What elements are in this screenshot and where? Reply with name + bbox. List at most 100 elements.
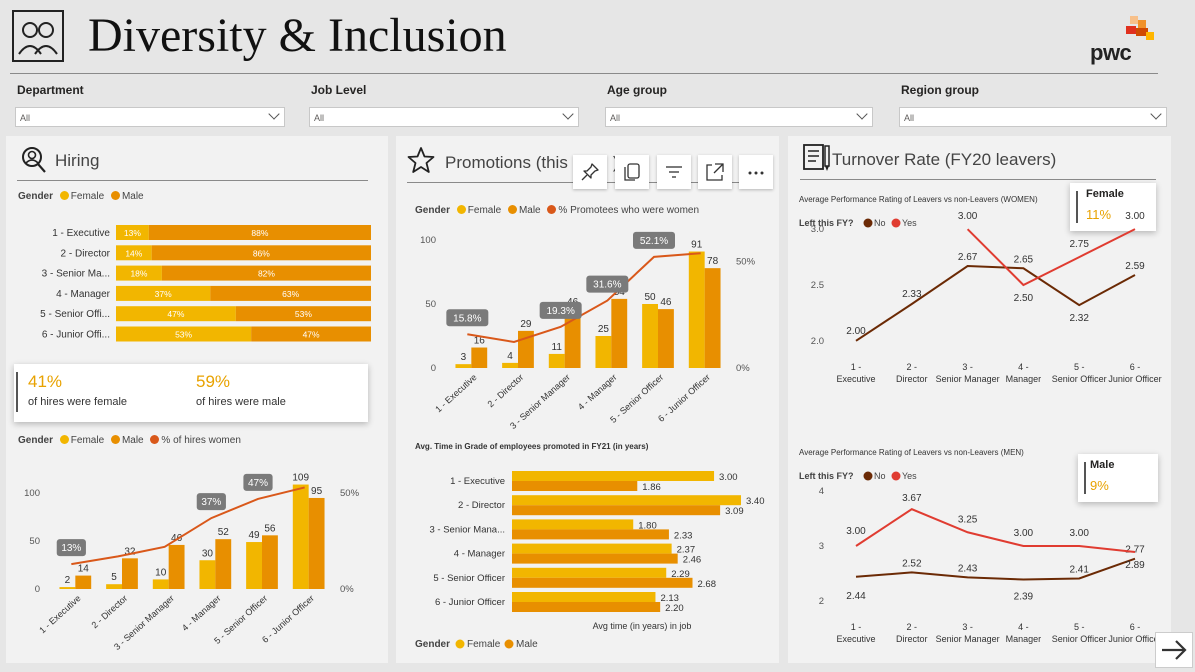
legend-female-dot	[59, 191, 69, 200]
female-bar	[548, 353, 565, 368]
data-label: 2.59	[1125, 261, 1145, 272]
female-data-label: 3	[461, 352, 467, 363]
kpi-accent-bar	[16, 372, 18, 412]
category-label: 3 - Senior Mana...	[429, 524, 505, 535]
female-bar	[512, 543, 672, 554]
filter-region-group-dropdown[interactable]: All	[899, 107, 1167, 127]
female-bar	[116, 306, 236, 322]
male-bar	[122, 558, 138, 589]
male-bar	[704, 268, 721, 368]
legend-male-label: Male	[518, 205, 541, 216]
copy-visual-button[interactable]	[615, 155, 649, 189]
more-options-button[interactable]	[739, 155, 773, 189]
legend-pct-promotees-label: % Promotees who were women	[558, 205, 700, 216]
x-tick-label: 4 - Manager	[576, 372, 619, 412]
female-data-label: 2.37	[677, 545, 696, 556]
pct-women-line	[467, 252, 701, 343]
male-bar	[512, 553, 678, 564]
chevron-down-icon	[856, 108, 868, 120]
kpi-male-value: 59%	[196, 372, 231, 391]
female-bar	[512, 592, 656, 602]
male-card-value: 9%	[1090, 478, 1109, 493]
legend-female-dot	[455, 639, 465, 649]
filter-age-group-label: Age group	[607, 83, 667, 97]
legend-female-label: Female	[467, 639, 501, 650]
y-tick-label: 2	[819, 596, 824, 607]
female-turnover-card: Female 11%	[1070, 183, 1156, 231]
x-tick-label: 3 -	[962, 362, 973, 372]
line-data-label-box	[446, 309, 489, 327]
female-data-label: 2.29	[671, 569, 690, 580]
male-bar	[75, 575, 92, 589]
filter-job-level-dropdown[interactable]: All	[309, 107, 579, 127]
male-bar	[512, 602, 661, 612]
male-bar	[215, 539, 232, 589]
x-tick-label: Director	[896, 634, 928, 644]
filter-age-group-dropdown[interactable]: All	[605, 107, 873, 127]
more-options-icon	[748, 171, 764, 175]
legend-gender-label: Gender	[415, 639, 450, 650]
data-label: 2.00	[846, 326, 866, 337]
perf-women-chart: Average Performance Rating of Leavers vs…	[799, 195, 1162, 384]
copy-icon	[624, 163, 640, 181]
female-data-label: 1.80	[638, 520, 657, 531]
x-tick-label: Senior Officer	[1052, 374, 1107, 384]
promotions-counts-chart: 0 50 100 0% 50% 3 16 1 - Executive 4 29 2 - Direct…	[420, 231, 756, 431]
category-label: 6 - Junior Officer	[435, 597, 505, 608]
filter-department-value: All	[20, 113, 31, 123]
x-tick-label: Senior Officer	[1052, 634, 1107, 644]
male-bar	[564, 309, 581, 368]
filter-button[interactable]	[657, 155, 691, 189]
male-bar	[148, 225, 371, 240]
male-card-label: Male	[1090, 459, 1115, 471]
legend-male-label: Male	[121, 191, 144, 202]
x-tick-label: 2 -	[907, 362, 918, 372]
female-bar	[688, 251, 705, 368]
legend-no-label: No	[874, 218, 886, 228]
female-bar	[152, 579, 169, 589]
x-tick-label: 1 -	[851, 362, 862, 372]
no-series-line	[855, 265, 1136, 342]
data-label: 2.33	[902, 289, 922, 300]
male-data-label: 16	[474, 336, 486, 347]
focus-mode-button[interactable]	[698, 155, 732, 189]
female-bar	[116, 225, 149, 240]
chart-title: Avg. Time in Grade of employees promoted…	[415, 442, 649, 451]
female-bar	[116, 285, 211, 301]
male-data-label: 47%	[303, 330, 320, 340]
line-data-label-box	[56, 539, 86, 557]
male-bar	[235, 306, 371, 322]
perf-men-chart: Average Performance Rating of Leavers vs…	[799, 448, 1162, 644]
x-tick-label: 5 -	[1074, 362, 1085, 372]
legend-male-dot	[504, 639, 514, 649]
next-page-button[interactable]	[1155, 632, 1193, 668]
chevron-down-icon	[268, 108, 280, 120]
x-axis-label: Avg time (in years) in job	[593, 621, 692, 631]
female-data-label: 30	[202, 548, 214, 559]
male-data-label: 2.46	[683, 555, 702, 566]
chevron-down-icon	[1150, 108, 1162, 120]
page-title: Diversity & Inclusion	[88, 9, 507, 62]
y2-tick-label: 50%	[736, 256, 756, 267]
x-tick-label: 4 -	[1018, 362, 1029, 372]
filter-department-dropdown[interactable]: All	[15, 107, 285, 127]
male-data-label: 29	[520, 319, 532, 330]
turnover-title: Turnover Rate (FY20 leavers)	[832, 150, 1057, 169]
x-tick-label: 4 - Manager	[180, 593, 223, 633]
category-label: 5 - Senior Offi...	[40, 309, 110, 320]
x-tick-label: 4 -	[1018, 622, 1029, 632]
female-bar	[512, 495, 741, 506]
female-data-label: 37%	[155, 289, 172, 299]
male-data-label: 2.33	[674, 530, 693, 541]
legend-female-dot	[59, 435, 69, 444]
male-data-label: 56	[264, 523, 276, 534]
y-tick-label: 0	[35, 584, 40, 595]
male-data-label: 2.68	[698, 579, 717, 590]
pin-button[interactable]	[573, 155, 607, 189]
male-turnover-card: Male 9%	[1078, 454, 1158, 502]
female-data-label: 11	[552, 342, 563, 353]
female-data-label: 5	[111, 572, 117, 583]
filter-job-level-label: Job Level	[311, 83, 367, 97]
female-data-label: 10	[155, 567, 167, 578]
male-bar	[512, 481, 638, 491]
